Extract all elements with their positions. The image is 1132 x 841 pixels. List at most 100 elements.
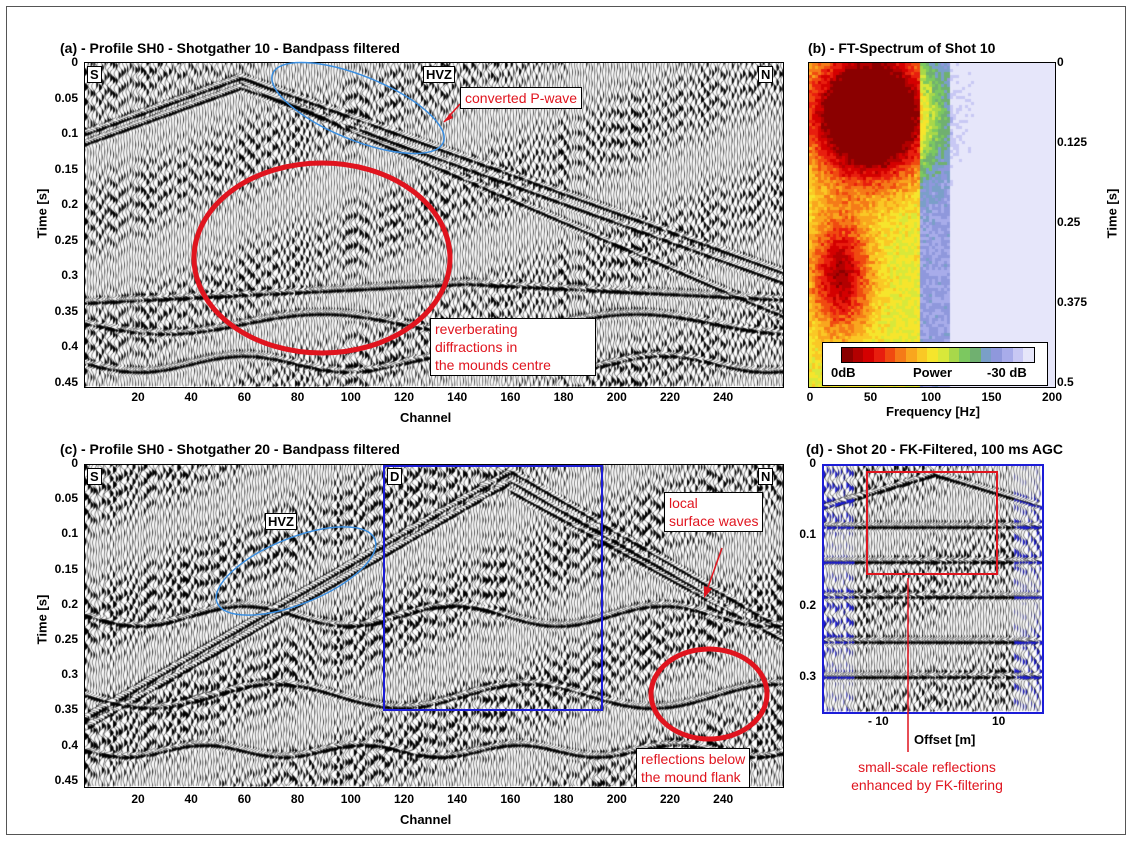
panel_c.x_ticks-tick-0: 20 <box>131 792 145 806</box>
panel-d-title: (d) - Shot 20 - FK-Filtered, 100 ms AGC <box>806 441 1063 457</box>
colorbar-swatch-2 <box>863 348 875 362</box>
panel_a.y_ticks-tick-8: 0.4 <box>61 339 78 353</box>
colorbar-swatch-1 <box>852 348 864 362</box>
panel_c.y_ticks-tick-3: 0.15 <box>54 561 78 576</box>
panel_c.x_ticks-tick-4: 100 <box>340 792 361 806</box>
panel_c.x_ticks-tick-1: 40 <box>184 792 198 806</box>
panel_a.x_ticks-tick-5: 120 <box>393 390 415 404</box>
panel_c.y_ticks-tick-8: 0.4 <box>61 737 78 752</box>
colorbar-swatch-6 <box>906 348 917 362</box>
panel_a.x_ticks-tick-0: 20 <box>131 390 145 404</box>
panel-a-xlabel: Channel <box>400 410 452 425</box>
panel_c.x_ticks-tick-11: 240 <box>713 792 734 806</box>
annotation-surface-waves: local surface waves <box>664 492 764 532</box>
panel-a-label-n: N <box>758 66 774 83</box>
annotation-diffractions-line1: reverberating <box>435 321 518 337</box>
legend-mid-label: Power <box>913 365 953 380</box>
panel-b-ylabel: Time [s] <box>1104 188 1120 239</box>
colorbar-swatch-10 <box>948 348 960 362</box>
colorbar-swatch-0 <box>842 348 853 362</box>
annotation-fk-line1: small-scale reflections <box>858 759 996 775</box>
colorbar-swatch-8 <box>927 348 939 362</box>
annotation-diffractions: reverberating diffractions in the mounds… <box>430 318 596 376</box>
panel_b.x_ticks-tick-4: 200 <box>1041 390 1063 404</box>
panel_a.x_ticks-tick-8: 180 <box>553 390 574 404</box>
panel-a-label-hvz: HVZ <box>423 66 455 83</box>
panel_a.x_ticks-tick-11: 240 <box>713 390 734 404</box>
panel_b.y_ticks-tick-3: 0.375 <box>1057 295 1088 309</box>
annotation-surface-line2: surface waves <box>669 513 759 529</box>
colorbar-swatch-12 <box>970 348 981 362</box>
panel_c.y_ticks-tick-2: 0.1 <box>61 526 78 541</box>
panel_a.y_ticks-tick-2: 0.1 <box>61 126 78 140</box>
panel_c.y_ticks-tick-7: 0.35 <box>54 702 78 717</box>
figure-frame <box>6 6 1126 835</box>
panel-d-xlabel: Offset [m] <box>914 732 976 747</box>
annotation-reflections: reflections below the mound flank <box>636 748 751 788</box>
panel_c.y_ticks-tick-4: 0.2 <box>61 596 78 611</box>
panel_a.y_ticks-tick-7: 0.35 <box>54 303 78 318</box>
legend-right-label: -30 dB <box>987 365 1027 380</box>
panel-a-ylabel: Time [s] <box>34 188 50 239</box>
panel_c.x_ticks-tick-2: 60 <box>237 792 252 806</box>
panel_c.x_ticks-tick-8: 180 <box>553 792 574 806</box>
panel_c.x_ticks-tick-6: 140 <box>447 792 468 806</box>
panel-c-label-d: D <box>387 468 403 485</box>
panel_b.x_ticks-tick-3: 150 <box>981 390 1002 404</box>
panel_b.y_ticks-tick-1: 0.125 <box>1057 135 1088 149</box>
panel_a.y_ticks-tick-1: 0.05 <box>54 90 78 105</box>
annotation-converted-pwave: converted P-wave <box>460 87 583 109</box>
panel_b.y_ticks-tick-4: 0.5 <box>1057 375 1074 389</box>
panel_d.y_ticks-tick-1: 0.1 <box>799 527 816 541</box>
panel_c.y_ticks-tick-5: 0.25 <box>54 632 78 646</box>
colorbar-swatch-4 <box>884 348 896 362</box>
panel_a.x_ticks-tick-7: 160 <box>500 390 521 404</box>
power-legend: 0dB Power -30 dB <box>822 342 1048 386</box>
panel-c-label-hvz: HVZ <box>265 513 297 530</box>
power-colorbar <box>841 347 1035 363</box>
panel_a.y_ticks-tick-5: 0.25 <box>54 232 78 247</box>
panel_d.y_ticks-tick-3: 0.3 <box>799 669 816 683</box>
annotation-diffractions-line2: diffractions in <box>435 339 518 355</box>
colorbar-swatch-5 <box>895 348 907 362</box>
panel_a.y_ticks-tick-9: 0.45 <box>54 374 78 389</box>
panel_a.x_ticks-tick-9: 200 <box>606 390 627 404</box>
panel-a-title: (a) - Profile SH0 - Shotgather 10 - Band… <box>60 40 400 56</box>
annotation-diffractions-line3: the mounds centre <box>435 357 551 373</box>
panel_a.x_ticks-tick-1: 40 <box>184 390 198 404</box>
panel_c.y_ticks-tick-6: 0.3 <box>61 667 78 682</box>
panel-d-xtick-10: 10 <box>992 714 1006 728</box>
colorbar-swatch-9 <box>938 348 949 362</box>
annotation-surface-line1: local <box>669 495 698 511</box>
panel_a.x_ticks-tick-10: 220 <box>659 390 681 404</box>
panel-d-fk-section <box>822 464 1044 714</box>
panel_d.y_ticks-tick-0: 0 <box>809 456 816 470</box>
panel-c-label-s: S <box>87 468 102 485</box>
panel_a.y_ticks-tick-0: 0 <box>71 55 78 69</box>
panel_c.x_ticks-tick-9: 200 <box>606 792 627 806</box>
panel-c-title: (c) - Profile SH0 - Shotgather 20 - Band… <box>60 441 400 457</box>
panel_c.y_ticks-tick-0: 0 <box>71 456 78 470</box>
panel_b.y_ticks-tick-2: 0.25 <box>1057 215 1081 229</box>
panel_c.x_ticks-tick-7: 160 <box>500 792 521 806</box>
annotation-fk-line2: enhanced by FK-filtering <box>851 777 1003 793</box>
legend-left-label: 0dB <box>831 365 856 380</box>
colorbar-swatch-17 <box>1023 348 1035 362</box>
panel_b.y_ticks-tick-0: 0 <box>1057 55 1064 69</box>
panel_b.x_ticks-tick-2: 100 <box>920 390 942 404</box>
panel_c.x_ticks-tick-10: 220 <box>659 792 681 806</box>
colorbar-swatch-15 <box>1002 348 1013 362</box>
colorbar-swatch-14 <box>991 348 1003 362</box>
panel-d-xtick-neg10: - 10 <box>868 714 889 728</box>
annotation-reflections-line1: reflections below <box>641 751 746 767</box>
panel_c.y_ticks-tick-1: 0.05 <box>54 491 78 506</box>
panel_d.y_ticks-tick-2: 0.2 <box>799 598 816 612</box>
panel-a-label-s: S <box>87 66 102 83</box>
panel_c.x_ticks-tick-3: 80 <box>290 792 305 806</box>
panel_c.y_ticks-tick-9: 0.45 <box>54 772 78 787</box>
panel-c-label-n: N <box>758 468 774 485</box>
panel_a.y_ticks-tick-3: 0.15 <box>54 161 78 176</box>
panel-c-ylabel: Time [s] <box>34 594 50 645</box>
panel_b.x_ticks-tick-1: 50 <box>863 390 878 404</box>
panel_a.y_ticks-tick-4: 0.2 <box>61 197 78 211</box>
